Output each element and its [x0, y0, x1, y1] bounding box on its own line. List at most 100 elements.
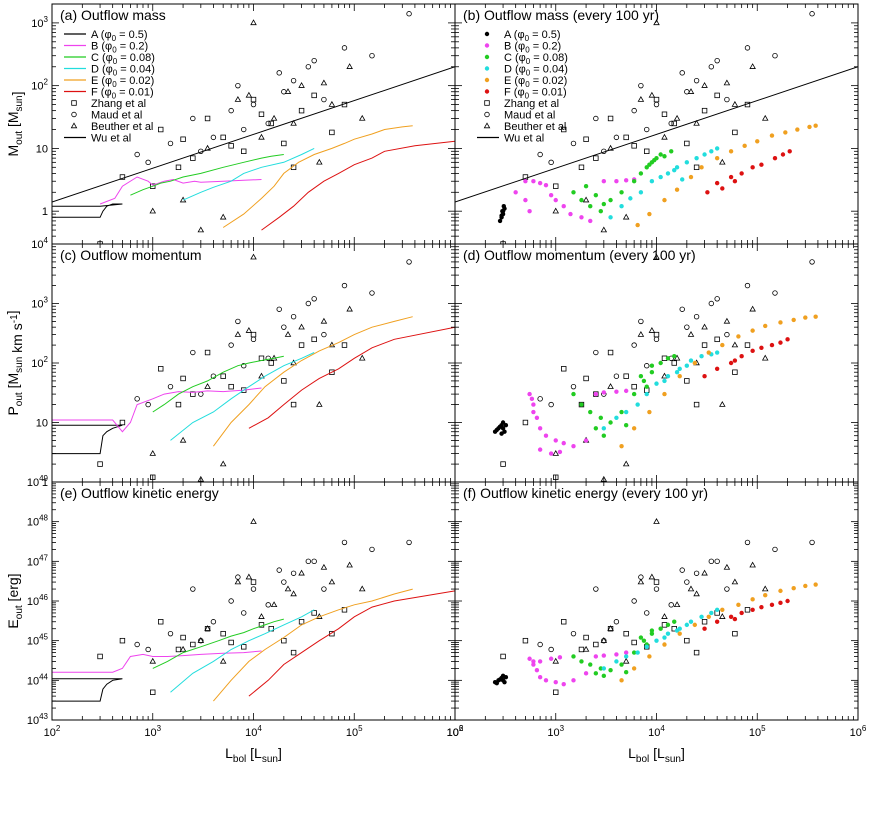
y-tick-label: 1049	[27, 474, 49, 489]
legend-label: Beuther et al	[504, 121, 566, 133]
zhang-marker	[241, 148, 247, 154]
model-B-point	[531, 659, 536, 664]
y-tick-label: 1	[42, 477, 48, 489]
zhang-marker	[175, 164, 182, 171]
beuther-marker	[607, 625, 614, 631]
maud-marker	[198, 391, 204, 397]
model-F-point	[739, 610, 744, 616]
zhang-marker	[744, 101, 751, 108]
y-tick-label: 103	[31, 296, 48, 311]
legend-label: F (φ0 = 0.01)	[91, 87, 154, 101]
zhang-marker	[158, 619, 164, 625]
model-E-point	[728, 149, 734, 154]
maud-marker	[631, 342, 637, 348]
model-B-point	[534, 415, 540, 420]
model-B-point	[579, 215, 584, 220]
y-tick-label: 1048	[27, 514, 49, 529]
model-A-point	[497, 424, 503, 429]
model-B-point	[614, 652, 619, 657]
maud-marker	[809, 11, 815, 17]
zhang-marker	[583, 375, 589, 382]
model-B-point	[531, 409, 536, 415]
zhang-marker	[329, 129, 335, 136]
model-A-point	[500, 420, 506, 425]
maud-marker	[548, 401, 554, 408]
maud-marker	[744, 282, 751, 289]
maud-marker	[341, 282, 348, 289]
maud-marker	[638, 318, 644, 325]
panel-c: (c) Outflow momentum 1 10 102 103 104 Pout [Ms…	[4, 236, 456, 489]
maud-marker	[684, 324, 690, 330]
zhang-marker	[175, 401, 182, 408]
model-E-point	[688, 174, 694, 180]
model-E-point	[662, 197, 667, 203]
model-C-point	[658, 626, 663, 631]
maud-marker	[134, 396, 140, 402]
model-F-point	[759, 604, 764, 610]
legend-label: E (φ0 = 0.02)	[91, 75, 154, 89]
model-F-point	[750, 348, 755, 354]
beuther-marker	[219, 460, 227, 467]
model-B-point	[623, 388, 629, 394]
legend-swatch	[483, 122, 491, 129]
maud-marker	[145, 646, 151, 653]
zhang-marker	[623, 630, 629, 637]
model-B-point	[553, 679, 558, 685]
zhang-marker	[693, 164, 700, 171]
beuther-marker	[749, 561, 756, 568]
zhang-marker	[220, 373, 226, 379]
plot-area-b	[455, 11, 858, 244]
beuther-marker	[320, 317, 328, 324]
model-D-point	[699, 354, 704, 359]
beuther-marker	[653, 19, 660, 26]
zhang-marker	[220, 134, 226, 141]
maud-marker	[724, 96, 730, 103]
beuther-marker	[661, 133, 668, 140]
maud-marker	[653, 336, 660, 343]
beuther-marker	[622, 213, 630, 220]
model-F-point	[759, 345, 764, 351]
legend-label: C (φ0 = 0.08)	[504, 52, 568, 66]
model-D-point	[702, 152, 707, 157]
legend-label: Zhang et al	[91, 98, 146, 110]
maud-marker	[341, 45, 348, 51]
x-tick-label: 105	[749, 724, 766, 739]
x-axis-label: Lbol [Lsun]	[225, 745, 282, 765]
zhang-marker	[744, 342, 751, 348]
maud-marker	[228, 598, 234, 604]
model-A-point	[494, 427, 500, 433]
zhang-marker	[119, 174, 126, 180]
maud-marker	[613, 134, 620, 141]
model-A-point	[500, 208, 505, 214]
beuther-marker	[149, 657, 157, 664]
beuther-marker	[600, 637, 608, 643]
model-D-point	[665, 374, 671, 379]
model-E-point	[647, 409, 652, 415]
zhang-marker	[500, 461, 506, 467]
model-D-point	[684, 160, 690, 165]
maud-marker	[241, 610, 247, 616]
zhang-marker	[290, 649, 297, 656]
zhang-marker	[644, 148, 650, 154]
model-E-point	[763, 593, 768, 598]
maud-marker	[241, 126, 247, 133]
zhang-marker	[714, 336, 720, 343]
zhang-marker	[583, 634, 589, 641]
zhang-marker	[701, 619, 708, 625]
model-F-point	[732, 616, 738, 622]
zhang-marker	[631, 383, 637, 390]
beuther-marker	[258, 613, 265, 619]
beuther-marker	[320, 563, 328, 570]
model-D-point	[699, 614, 704, 619]
panel-b: (b) Outflow mass (every 100 yr) A (φ0 = 0…	[454, 3, 859, 245]
model-B-point	[601, 653, 607, 658]
model-C-point	[601, 433, 607, 438]
model-C-point	[638, 171, 644, 176]
model-A-point	[503, 423, 509, 428]
model-E-point	[631, 426, 637, 431]
model-D-line	[170, 609, 315, 693]
legend-swatch	[70, 122, 78, 129]
model-E-point	[714, 155, 720, 161]
model-F-point	[739, 354, 744, 359]
